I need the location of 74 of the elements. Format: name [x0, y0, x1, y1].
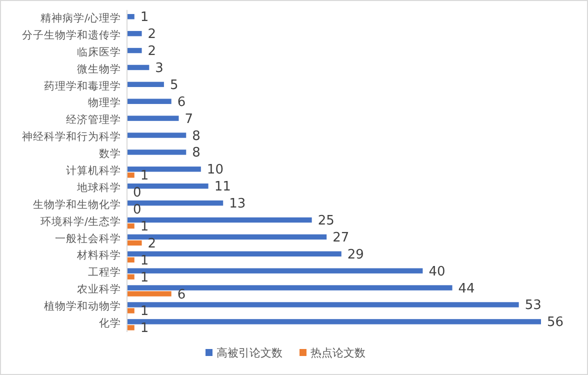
data-label: 7 [184, 112, 194, 127]
data-label: 2 [148, 236, 156, 252]
data-label: 27 [332, 230, 350, 246]
data-label: 8 [192, 128, 200, 144]
y-tick-label: 分子生物学和遗传学 [22, 28, 121, 42]
bar [127, 132, 186, 138]
data-label: 8 [192, 146, 200, 161]
data-label: 53 [524, 298, 542, 314]
bar [127, 166, 201, 172]
y-tick-label: 微生物学 [77, 62, 121, 76]
bar [127, 48, 142, 54]
bar [127, 98, 172, 104]
data-label: 10 [206, 162, 224, 178]
data-label: 1 [140, 304, 149, 320]
y-tick-label: 材料科学 [76, 248, 121, 262]
data-label: 1 [140, 168, 149, 184]
legend-label: 热点论文数 [310, 346, 366, 360]
y-tick-label: 神经科学和行为科学 [22, 130, 121, 144]
y-tick-label: 化学 [99, 318, 121, 330]
data-label: 0 [133, 202, 142, 218]
bar [127, 319, 541, 324]
data-label: 1 [140, 253, 149, 268]
legend-label: 高被引论文数 [216, 346, 282, 360]
bar [127, 240, 142, 246]
data-label: 1 [140, 270, 149, 286]
y-tick-label: 一般社会科学 [55, 232, 121, 245]
data-label: 0 [133, 186, 142, 201]
y-tick-label: 计算机科学 [66, 164, 121, 177]
data-label: 1 [140, 10, 149, 26]
bar [127, 30, 142, 36]
bar [127, 325, 134, 330]
bar [127, 14, 134, 20]
data-label: 56 [547, 315, 564, 330]
data-label: 29 [347, 247, 364, 262]
y-tick-label: 精神病学/心理学 [40, 11, 121, 24]
bar [127, 285, 452, 290]
y-tick-label: 物理学 [88, 97, 121, 110]
data-label: 11 [214, 180, 231, 195]
bar [127, 64, 150, 70]
data-label: 1 [140, 220, 149, 234]
bar [127, 172, 134, 178]
bar [127, 274, 134, 280]
y-tick-label: 地球科学 [76, 180, 121, 194]
bar [127, 150, 186, 155]
bar [127, 116, 179, 121]
y-tick-label: 药理学和毒理学 [44, 79, 121, 92]
y-tick-label: 工程学 [88, 266, 121, 279]
y-tick-label: 临床医学 [77, 45, 121, 58]
bar [127, 223, 134, 229]
data-label: 25 [318, 214, 334, 228]
data-label: 2 [148, 44, 156, 60]
y-tick-label: 农业科学 [77, 282, 121, 296]
data-label: 3 [155, 60, 164, 76]
bar [127, 291, 172, 296]
data-label: 5 [170, 78, 178, 93]
y-tick-label: 数学 [99, 148, 121, 160]
y-tick-label: 植物学和动物学 [44, 300, 121, 313]
data-label: 2 [148, 27, 156, 42]
data-label: 44 [458, 281, 475, 296]
data-label: 6 [177, 287, 186, 302]
data-label: 1 [140, 321, 149, 336]
y-tick-label: 环境科学/生态学 [40, 214, 121, 228]
data-label: 40 [428, 264, 446, 280]
y-tick-label: 经济管理学 [66, 113, 121, 126]
bar [127, 302, 519, 308]
data-label: 13 [229, 196, 246, 212]
bar [127, 308, 134, 314]
bar [127, 268, 423, 274]
bar [127, 217, 312, 223]
bar [127, 257, 134, 262]
bar [127, 82, 164, 88]
y-tick-label: 生物学和生物化学 [33, 198, 121, 211]
bar [127, 251, 342, 256]
data-label: 6 [177, 94, 186, 110]
